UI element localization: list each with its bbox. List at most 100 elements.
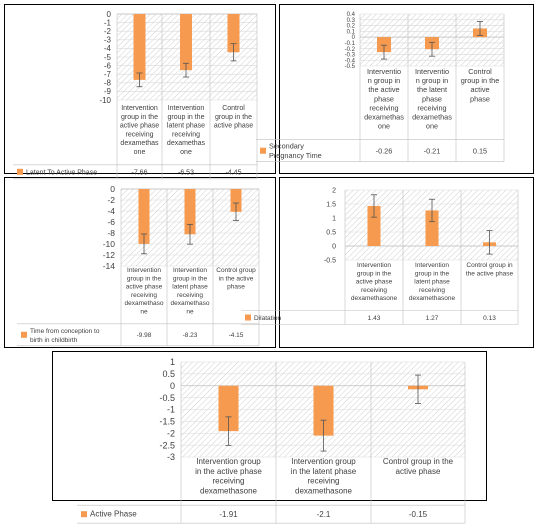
y-tick-label: 0.2 (347, 24, 356, 30)
bar (180, 14, 192, 71)
bar (425, 210, 439, 246)
y-tick-label: -0.4 (345, 58, 356, 64)
category-label: dexamethas (364, 113, 404, 122)
y-tick-label: -0.3 (345, 53, 356, 59)
category-label: receiving (361, 287, 387, 294)
category-label: group in the (168, 114, 205, 121)
category-label: group in the (415, 270, 450, 277)
category-label: one (180, 149, 192, 156)
y-tick-label: 1 (332, 215, 336, 222)
category-label: active phase (120, 123, 159, 130)
y-tick-label: -2 (107, 195, 115, 205)
y-tick-label: -2.5 (159, 440, 175, 450)
category-label: group in the (461, 76, 500, 85)
data-table-value: -8.23 (183, 332, 198, 339)
y-tick-label: 0 (170, 381, 175, 391)
y-tick-label: -3 (104, 36, 112, 45)
y-tick-label: -0.5 (345, 64, 356, 70)
y-tick-label: 0 (352, 35, 356, 41)
y-tick-label: 0 (332, 243, 336, 250)
category-label: one (426, 122, 438, 131)
y-tick-label: -6 (107, 217, 115, 227)
data-table-value: -0.26 (376, 146, 393, 155)
bar (218, 385, 239, 432)
category-label: active phase (396, 467, 441, 476)
category-label: dexamethaso (170, 300, 209, 307)
legend-swatch (260, 147, 266, 154)
category-label: dexamethasone (351, 295, 398, 302)
y-tick-label: -8 (107, 228, 115, 238)
y-tick-label: 0.5 (162, 369, 175, 379)
category-label: Control (468, 67, 492, 76)
legend-swatch (17, 168, 23, 175)
legend-label: Dilatation (254, 315, 281, 322)
legend-label: Secondary (269, 141, 304, 150)
category-label: Control (222, 105, 245, 112)
category-label: Control group in the (383, 457, 454, 466)
category-label: Intervention (127, 267, 161, 274)
y-tick-label: -7 (104, 70, 112, 79)
y-tick-label: 0 (107, 10, 112, 19)
category-label: ne (140, 309, 148, 316)
category-label: Intervention (357, 262, 391, 269)
legend-swatch (245, 314, 251, 321)
category-label: receiving (212, 477, 244, 486)
category-label: dexamethas (120, 140, 159, 147)
category-label: one (378, 122, 390, 131)
y-tick-label: 1 (170, 357, 175, 367)
category-label: phase (374, 94, 394, 103)
y-tick-label: -10 (99, 96, 111, 105)
y-tick-label: 1.5 (326, 201, 336, 208)
category-label: Intervention group (291, 457, 356, 466)
y-tick-label: -4 (107, 206, 115, 216)
bar (133, 14, 146, 80)
y-tick-label: -2 (104, 27, 112, 36)
data-table-value: 1.27 (426, 315, 439, 322)
category-label: active (470, 85, 489, 94)
category-label: active phase (356, 279, 393, 286)
bar (227, 14, 240, 53)
y-tick-label: -6 (104, 61, 112, 70)
data-table-value: -0.15 (409, 510, 428, 519)
y-tick-label: 0.3 (347, 18, 356, 24)
y-tick-label: 0.1 (347, 29, 356, 35)
y-tick-label: -1 (104, 18, 112, 27)
category-label: Intervention (121, 105, 158, 112)
y-tick-label: -3 (167, 452, 175, 462)
y-tick-label: -0.5 (324, 257, 336, 264)
category-label: in the latent phase (291, 467, 357, 476)
category-label: Interventio (415, 67, 449, 76)
category-label: the active (368, 85, 399, 94)
data-table-value: -6.53 (178, 169, 194, 176)
bar (184, 189, 196, 235)
category-label: one (134, 149, 146, 156)
data-table-value: 1.43 (368, 315, 381, 322)
category-label: n group in (368, 76, 400, 85)
y-tick-label: -12 (103, 250, 116, 260)
y-tick-label: -1.5 (159, 417, 175, 427)
category-label: Intervention group (196, 457, 261, 466)
category-label: Control group (216, 267, 256, 274)
category-label: dexamethas (412, 113, 452, 122)
category-label: dexamethaso (124, 300, 163, 307)
category-label: dexamethas (167, 140, 206, 147)
legend-swatch (81, 511, 87, 518)
data-table-value: -4.15 (229, 332, 244, 339)
y-tick-label: 0.4 (347, 12, 356, 18)
category-label: dexamethasone (200, 486, 257, 495)
bar (377, 37, 391, 53)
category-label: n group in (416, 76, 448, 85)
category-label: group in the (357, 270, 392, 277)
category-label: active phase (214, 123, 253, 130)
y-tick-label: -9 (104, 87, 112, 96)
data-table-value: 0.15 (473, 146, 487, 155)
data-table-value: 0.13 (483, 315, 496, 322)
y-tick-label: -2 (167, 428, 175, 438)
data-table-value: -9.98 (137, 332, 152, 339)
category-label: receiving (125, 131, 153, 138)
category-label: phase (227, 284, 245, 291)
data-table-value: -1.91 (219, 510, 238, 519)
category-label: group in the (173, 275, 208, 282)
y-tick-label: -14 (103, 261, 116, 271)
